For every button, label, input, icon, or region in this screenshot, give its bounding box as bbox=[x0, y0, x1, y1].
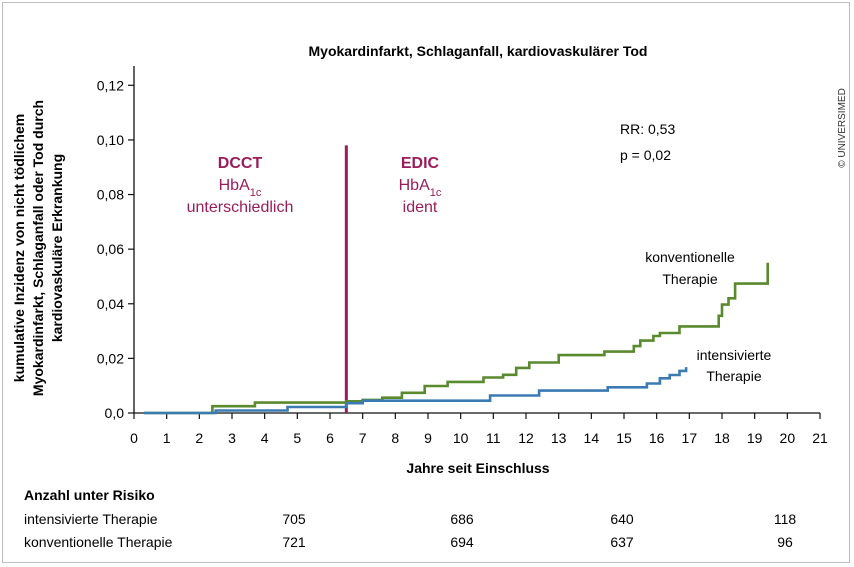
risk-row-value: 640 bbox=[610, 511, 634, 527]
y-tick-label: 0,0 bbox=[105, 405, 125, 421]
x-tick-label: 14 bbox=[584, 430, 600, 446]
x-tick-label: 10 bbox=[453, 430, 469, 446]
x-tick-label: 1 bbox=[163, 430, 171, 446]
x-ticks: 0 1 2 3 4 5 6 7 8 9 10 11 12 13 14 15 16 17 18 19 20 21 bbox=[130, 413, 828, 446]
y-axis-label-line: kardiovaskuläre Erkrankung bbox=[49, 154, 65, 342]
x-tick-label: 5 bbox=[293, 430, 301, 446]
x-tick-label: 21 bbox=[812, 430, 828, 446]
risk-row-value: 637 bbox=[610, 534, 634, 550]
risk-row-value: 96 bbox=[777, 534, 793, 550]
x-tick-label: 8 bbox=[391, 430, 399, 446]
x-tick-label: 17 bbox=[682, 430, 698, 446]
x-tick-label: 13 bbox=[551, 430, 567, 446]
series-label-conventional-line2: Therapie bbox=[662, 271, 717, 287]
risk-row-value: 118 bbox=[774, 511, 797, 527]
series-line-intensivierte-therapie bbox=[143, 367, 688, 415]
risk-row-value: 705 bbox=[282, 511, 306, 527]
risk-table-title: Anzahl unter Risiko bbox=[24, 487, 155, 503]
y-axis-label-line: Myokardinfarkt, Schlaganfall oder Tod du… bbox=[30, 100, 46, 396]
x-tick-label: 9 bbox=[424, 430, 432, 446]
y-tick-label: 0,04 bbox=[97, 296, 124, 312]
x-tick-label: 16 bbox=[649, 430, 665, 446]
series-label-conventional: konventionelle Therapie bbox=[645, 249, 735, 287]
y-axis-label-line: kumulative Inzidenz von nicht tödlichem bbox=[11, 114, 27, 382]
series-label-conventional-line1: konventionelle bbox=[645, 249, 735, 265]
y-tick-label: 0,12 bbox=[97, 77, 124, 93]
series-label-intensive: intensivierte Therapie bbox=[697, 347, 772, 384]
x-tick-label: 11 bbox=[486, 430, 501, 446]
x-tick-label: 12 bbox=[518, 430, 534, 446]
copyright-text: © UNIVERSIMED bbox=[837, 88, 848, 168]
x-tick-label: 4 bbox=[261, 430, 269, 446]
era-dcct-hba: HbA1c bbox=[219, 177, 262, 199]
era-dcct-heading: DCCT bbox=[218, 155, 263, 172]
x-tick-label: 3 bbox=[228, 430, 236, 446]
x-tick-label: 19 bbox=[747, 430, 763, 446]
era-edic-hba: HbA1c bbox=[399, 177, 442, 199]
p-value-text: p = 0,02 bbox=[620, 147, 671, 163]
y-ticks: 0,0 0,02 0,04 0,06 0,08 0,10 0,12 bbox=[97, 77, 134, 421]
risk-row-value: 686 bbox=[450, 511, 474, 527]
risk-row-label: intensivierte Therapie bbox=[24, 511, 158, 527]
x-tick-label: 2 bbox=[195, 430, 203, 446]
series-label-intensive-line1: intensivierte bbox=[697, 347, 772, 363]
era-edic-heading: EDIC bbox=[401, 155, 440, 172]
chart-title: Myokardinfarkt, Schlaganfall, kardiovask… bbox=[309, 43, 648, 59]
x-tick-label: 6 bbox=[326, 430, 334, 446]
era-dcct-annotation: DCCT HbA1c unterschiedlich bbox=[187, 155, 294, 216]
risk-row-value: 694 bbox=[450, 534, 474, 550]
era-edic-description: ident bbox=[403, 199, 438, 216]
y-tick-label: 0,10 bbox=[97, 132, 124, 148]
risk-table: intensivierte Therapie 705 686 640 118 konven… bbox=[24, 511, 796, 550]
era-dcct-description: unterschiedlich bbox=[187, 199, 294, 216]
series-label-intensive-line2: Therapie bbox=[706, 368, 761, 384]
y-tick-label: 0,02 bbox=[97, 350, 124, 366]
y-tick-label: 0,06 bbox=[97, 241, 124, 257]
era-edic-annotation: EDIC HbA1c ident bbox=[399, 155, 442, 216]
x-axis-label: Jahre seit Einschluss bbox=[406, 460, 549, 476]
x-tick-label: 0 bbox=[130, 430, 138, 446]
series-lines bbox=[143, 262, 770, 415]
risk-row-value: 721 bbox=[282, 534, 306, 550]
risk-row-label: konventionelle Therapie bbox=[24, 534, 173, 550]
x-tick-label: 15 bbox=[616, 430, 632, 446]
relative-risk-text: RR: 0,53 bbox=[620, 121, 675, 137]
y-tick-label: 0,08 bbox=[97, 187, 124, 203]
x-tick-label: 7 bbox=[359, 430, 367, 446]
y-axis-label: kumulative Inzidenz von nicht tödlichem M… bbox=[11, 100, 65, 396]
x-tick-label: 18 bbox=[714, 430, 730, 446]
x-tick-label: 20 bbox=[780, 430, 796, 446]
axes bbox=[133, 66, 820, 414]
